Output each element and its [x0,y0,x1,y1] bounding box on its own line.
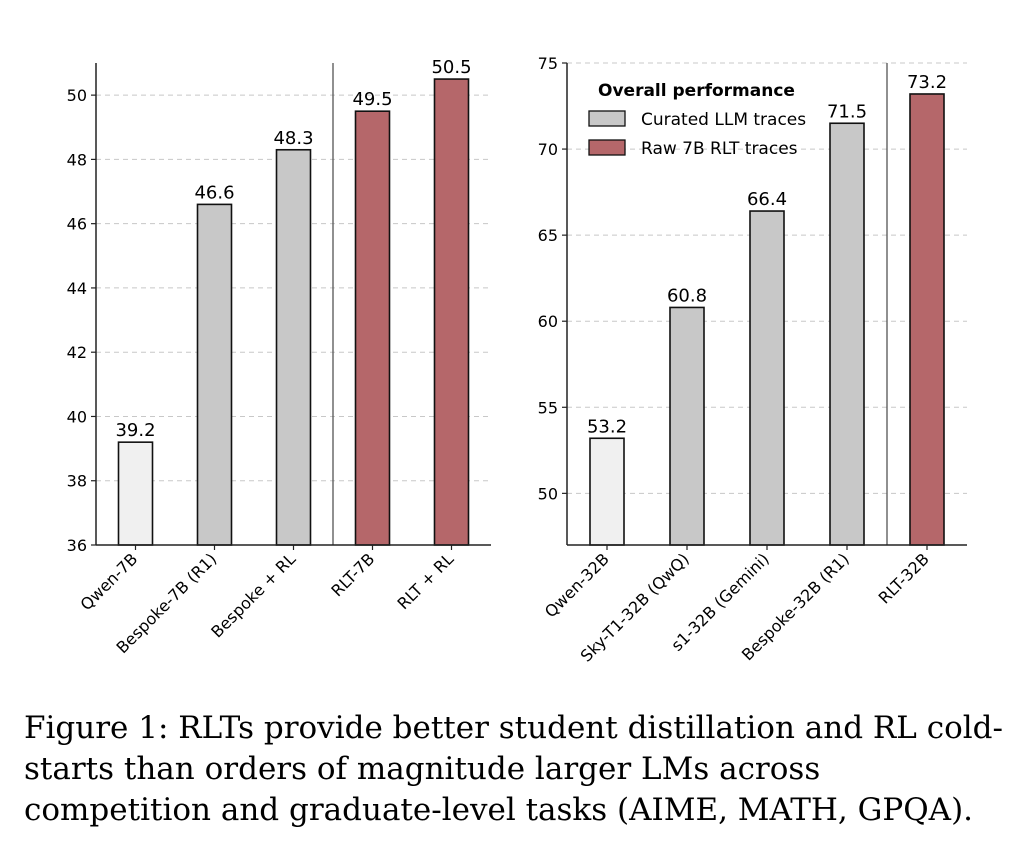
bar-curated [275,148,312,546]
x-category-label: RLT-7B [327,549,378,600]
bar-value-label: 39.2 [115,420,155,441]
y-tick-label: 46 [67,215,87,234]
legend-label: Raw 7B RLT traces [641,139,798,159]
x-category-label: Qwen-7B [77,549,142,614]
bar-rlt [433,78,470,546]
y-tick-label: 65 [538,226,558,245]
bar-value-label: 60.8 [667,285,707,306]
bar-value-label: 66.4 [747,189,787,210]
y-tick-label: 60 [538,312,558,331]
y-tick-label: 38 [67,472,87,491]
bar-rlt [354,110,391,546]
y-tick-label: 36 [67,536,87,555]
bar-value-label: 50.5 [431,57,471,78]
bar-curated [749,210,785,546]
bar-curated [829,122,865,546]
y-tick-label: 42 [67,343,87,362]
y-tick-label: 50 [538,484,558,503]
x-category-label: Qwen-32B [541,549,613,621]
y-tick-label: 75 [538,54,558,73]
legend-swatch-curated [588,110,626,127]
bar-curated [669,306,705,546]
bar-curated [196,203,233,546]
bar-base [117,441,154,546]
x-category-label: RLT + RL [394,549,458,613]
bar-value-label: 73.2 [907,72,947,93]
bar-value-label: 49.5 [352,89,392,110]
bar-value-label: 48.3 [273,128,313,149]
legend-label: Curated LLM traces [641,110,806,130]
y-tick-label: 40 [67,407,87,426]
x-category-label: Bespoke + RL [207,549,299,641]
bar-rlt [909,93,945,546]
legend-swatch-rlt [588,139,626,156]
y-tick-label: 44 [67,279,87,298]
bar-value-label: 46.6 [194,182,234,203]
figure-1-bar-charts: 363840424446485039.2Qwen-7B46.6Bespoke-7… [67,54,967,666]
figure-caption: Figure 1: RLTs provide better student di… [24,710,1003,828]
y-tick-label: 55 [538,398,558,417]
y-tick-label: 50 [67,86,87,105]
x-category-label: RLT-32B [875,549,933,607]
legend-title: Overall performance [598,81,795,101]
y-tick-label: 48 [67,150,87,169]
bar-base [589,437,625,546]
bar-value-label: 53.2 [587,416,627,437]
chart-7b-models: 363840424446485039.2Qwen-7B46.6Bespoke-7… [67,57,491,657]
y-tick-label: 70 [538,140,558,159]
bar-value-label: 71.5 [827,101,867,122]
